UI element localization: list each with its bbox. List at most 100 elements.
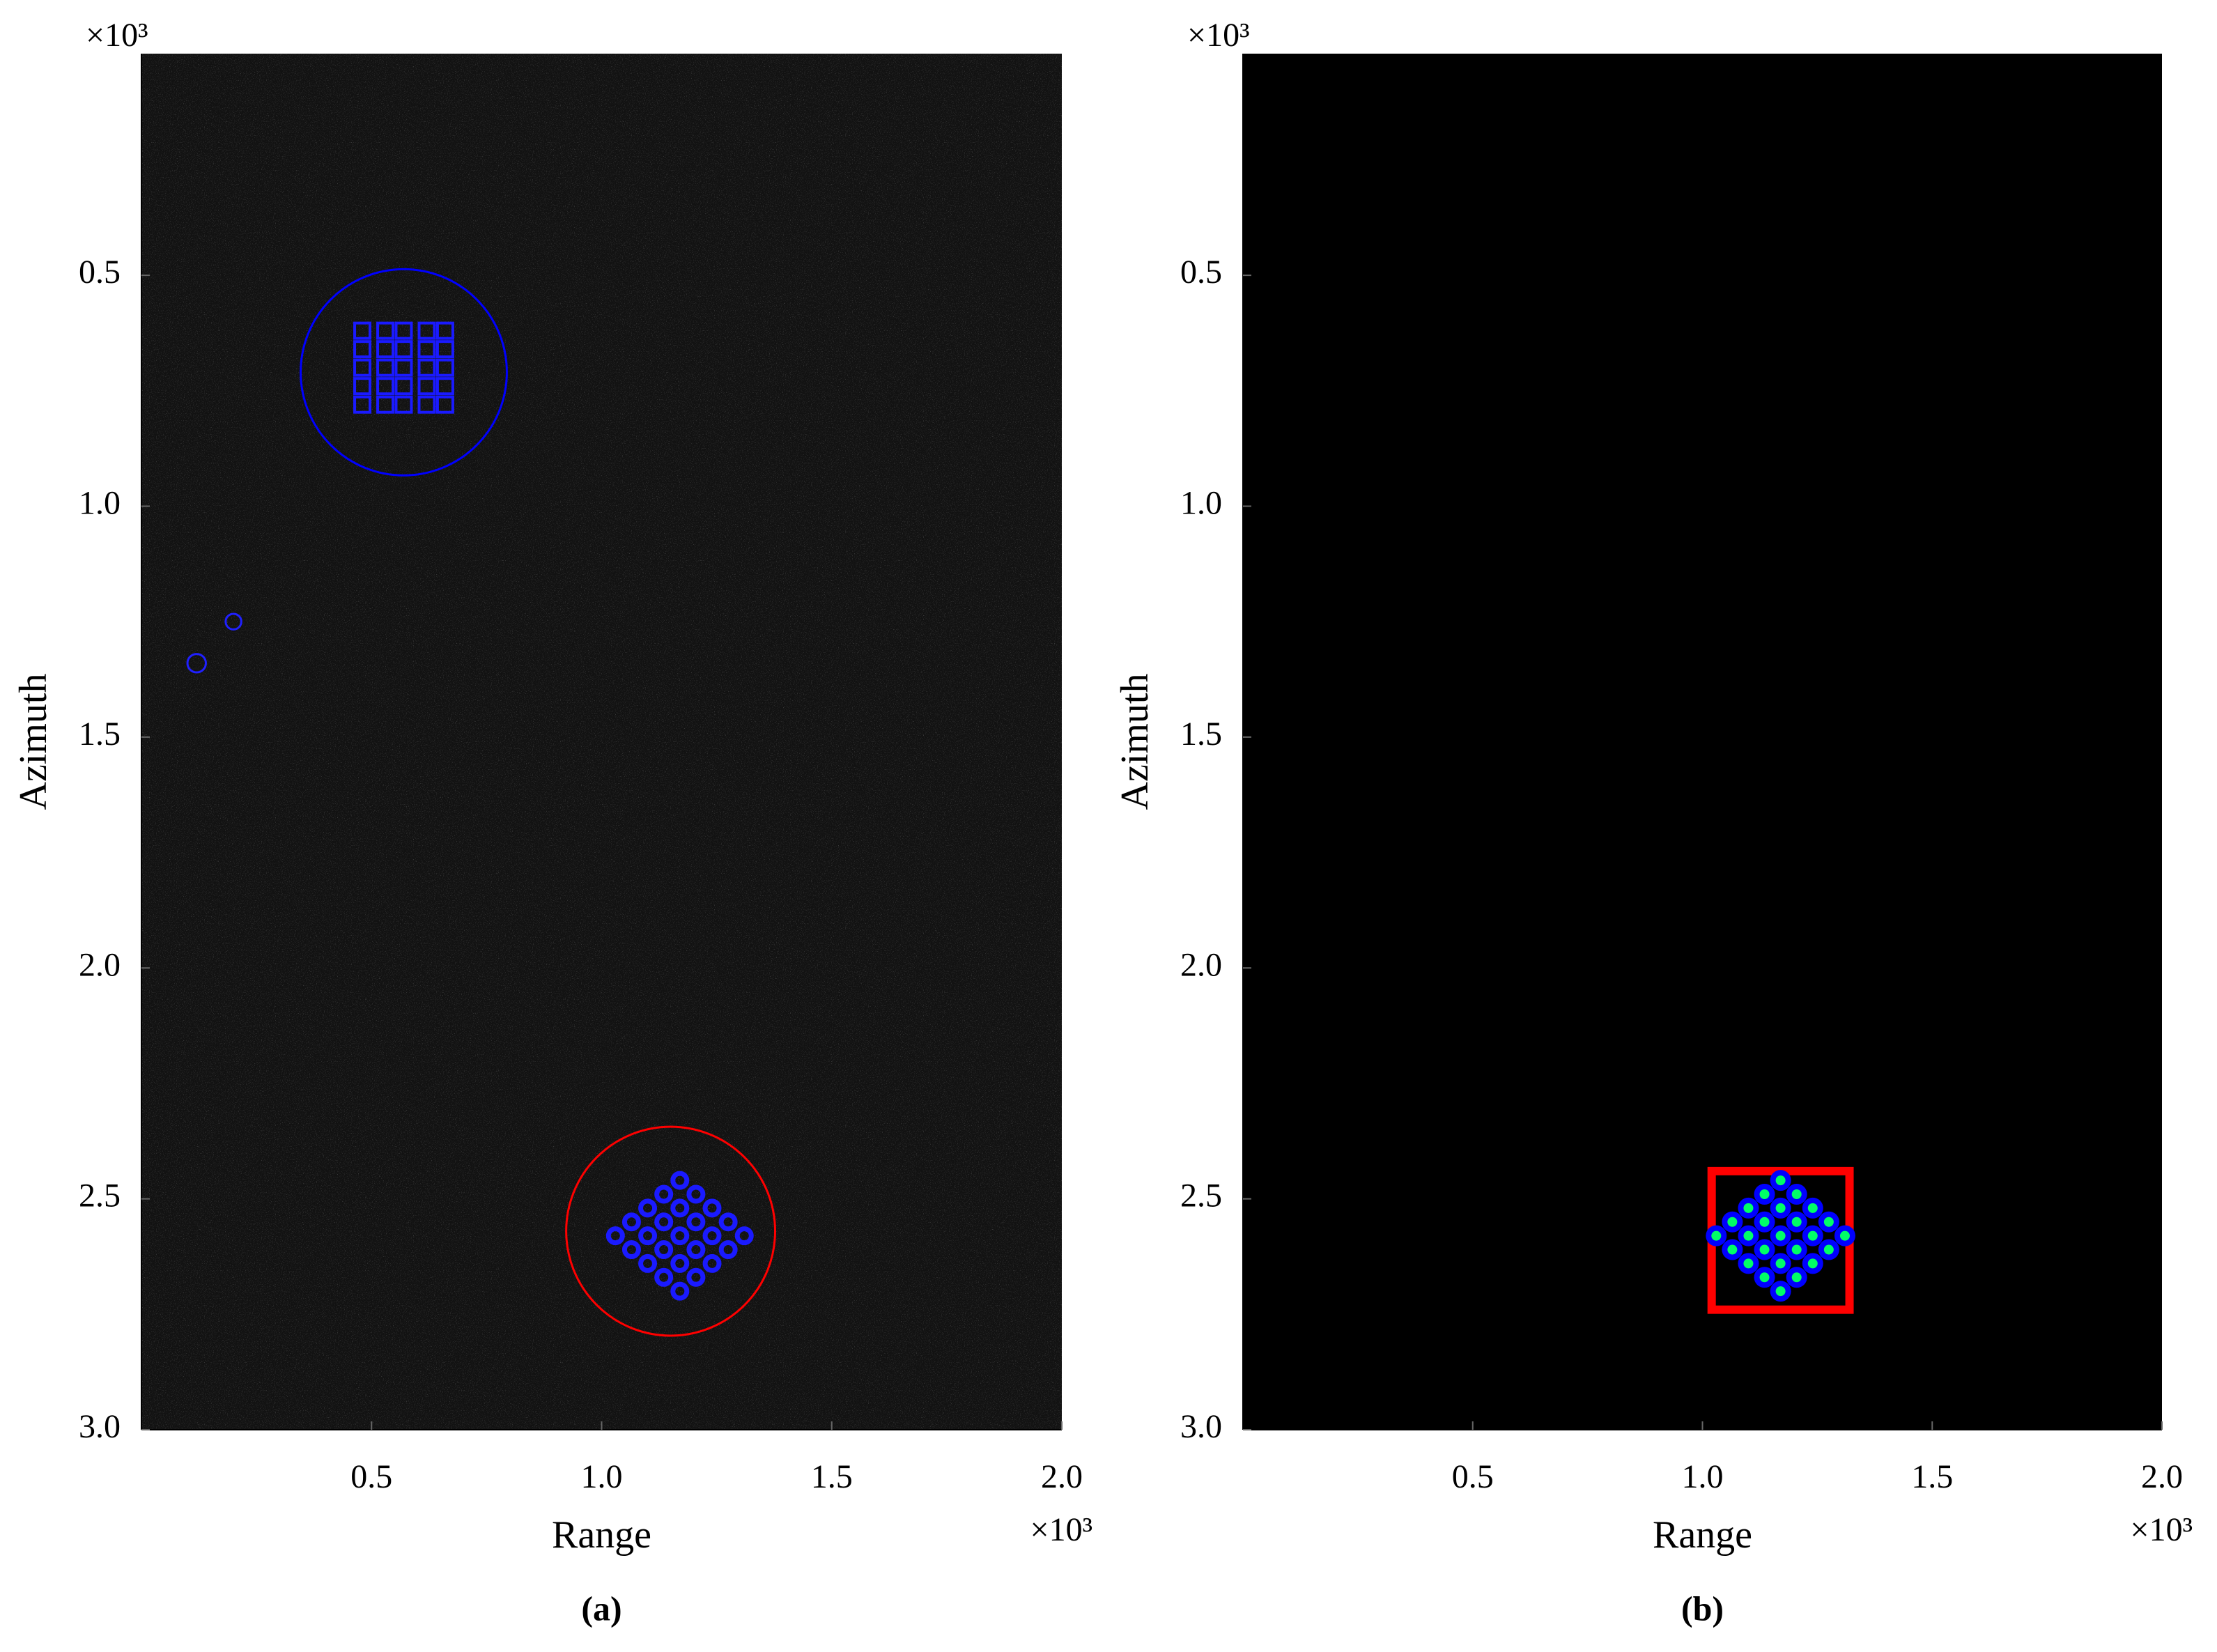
target-ring: [670, 1253, 690, 1273]
target-dot: [1770, 1225, 1791, 1246]
target-dot-center: [1743, 1203, 1754, 1213]
target-square: [417, 395, 436, 414]
target-square: [353, 395, 372, 414]
x-tick-label: 1.0: [1682, 1458, 1724, 1495]
target-square: [417, 358, 436, 377]
target-square: [353, 377, 372, 396]
y-tick-label: 2.0: [79, 946, 121, 983]
panel-label: (a): [581, 1589, 621, 1628]
target-square: [394, 377, 413, 396]
target-square: [394, 340, 413, 359]
target-ring: [654, 1240, 674, 1260]
target-dot-center: [1775, 1175, 1786, 1186]
target-dot-center: [1775, 1286, 1786, 1297]
target-dot-center: [1839, 1230, 1850, 1241]
target-square: [394, 321, 413, 340]
target-dot-center: [1791, 1272, 1802, 1283]
target-ring: [686, 1184, 706, 1204]
target-dot-center: [1791, 1189, 1802, 1199]
target-square: [435, 340, 454, 359]
target-ring: [718, 1240, 738, 1260]
target-dot-center: [1807, 1258, 1818, 1269]
target-dot: [1770, 1170, 1791, 1191]
y-tick-label: 1.0: [79, 485, 121, 522]
target-dot: [1802, 1225, 1823, 1246]
y-axis-label: Azimuth: [12, 674, 55, 810]
y-tick-label: 1.0: [1180, 485, 1222, 522]
target-square: [435, 395, 454, 414]
target-square: [353, 321, 372, 340]
target-dot: [1786, 1183, 1807, 1205]
target-dot-center: [1775, 1230, 1786, 1241]
x-tick-label: 0.5: [1452, 1458, 1494, 1495]
target-dot: [1754, 1183, 1775, 1205]
target-dot-center: [1823, 1217, 1834, 1227]
target-dot-center: [1759, 1217, 1770, 1227]
target-square: [376, 321, 395, 340]
target-dot-center: [1807, 1230, 1818, 1241]
target-dot: [1706, 1225, 1727, 1246]
target-dot-center: [1775, 1203, 1786, 1213]
y-exponent: ×10³: [86, 17, 148, 54]
target-dot: [1738, 1253, 1759, 1274]
y-tick-label: 2.5: [79, 1178, 121, 1214]
target-square: [435, 358, 454, 377]
target-ring: [654, 1267, 674, 1287]
y-tick-label: 2.5: [1180, 1178, 1222, 1214]
x-tick-label: 2.0: [2141, 1458, 2183, 1495]
target-dot: [1818, 1239, 1839, 1260]
x-tick-label: 1.5: [811, 1458, 853, 1495]
y-tick-label: 3.0: [1180, 1408, 1222, 1445]
y-exponent: ×10³: [1187, 17, 1249, 54]
target-ring: [718, 1212, 738, 1232]
target-square: [417, 321, 436, 340]
target-dot: [1754, 1239, 1775, 1260]
target-dot: [1802, 1253, 1823, 1274]
target-ring: [686, 1240, 706, 1260]
target-dot: [1818, 1211, 1839, 1233]
target-dot: [1722, 1239, 1743, 1260]
target-dot: [1738, 1225, 1759, 1246]
target-square: [376, 358, 395, 377]
target-square: [417, 377, 436, 396]
target-dot-center: [1807, 1203, 1818, 1213]
target-dot: [1754, 1267, 1775, 1288]
target-dot-center: [1759, 1244, 1770, 1255]
target-dot-center: [1759, 1189, 1770, 1199]
target-dot: [1834, 1225, 1855, 1246]
region-circle: [565, 1125, 777, 1337]
target-ring: [654, 1184, 674, 1204]
target-ring: [638, 1253, 658, 1273]
target-dot-center: [1711, 1230, 1722, 1241]
target-ring: [686, 1267, 706, 1287]
target-ring: [621, 1240, 641, 1260]
target-square: [376, 377, 395, 396]
target-ring: [686, 1212, 706, 1232]
target-ring: [670, 1226, 690, 1246]
y-tick-label: 2.0: [1180, 946, 1222, 983]
image-background: [1243, 54, 2162, 1430]
x-tick-label: 2.0: [1041, 1458, 1083, 1495]
target-square: [376, 395, 395, 414]
x-tick-label: 1.5: [1911, 1458, 1953, 1495]
region-circle: [186, 653, 207, 674]
target-dot: [1802, 1197, 1823, 1219]
region-circle: [300, 268, 508, 477]
target-dot-center: [1775, 1258, 1786, 1269]
target-dot-center: [1823, 1244, 1834, 1255]
target-dot-center: [1743, 1258, 1754, 1269]
target-ring: [670, 1281, 690, 1301]
target-dot: [1770, 1253, 1791, 1274]
target-ring: [702, 1253, 722, 1273]
target-dot: [1770, 1197, 1791, 1219]
y-tick-label: 3.0: [79, 1408, 121, 1445]
target-dot-center: [1743, 1230, 1754, 1241]
target-dot-center: [1759, 1272, 1770, 1283]
target-dot: [1786, 1211, 1807, 1233]
target-dot-center: [1791, 1217, 1802, 1227]
target-dot: [1738, 1197, 1759, 1219]
y-axis-label: Azimuth: [1113, 674, 1157, 810]
target-square: [435, 377, 454, 396]
